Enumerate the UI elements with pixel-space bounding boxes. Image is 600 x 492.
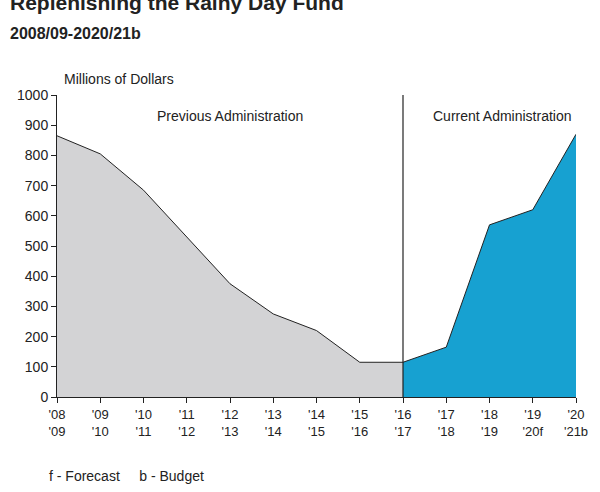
svg-text:'12'13: '12'13 [222, 407, 239, 439]
svg-text:'11'12: '11'12 [178, 407, 195, 439]
svg-text:200: 200 [25, 329, 49, 345]
svg-text:'09'10: '09'10 [92, 407, 109, 439]
svg-text:Current Administration: Current Administration [433, 108, 572, 124]
svg-text:1000: 1000 [17, 87, 48, 103]
svg-text:900: 900 [25, 117, 49, 133]
svg-text:'08'09: '08'09 [49, 407, 66, 439]
svg-text:700: 700 [25, 178, 49, 194]
svg-text:Previous Administration: Previous Administration [157, 108, 303, 124]
svg-text:Replenishing the Rainy Day Fun: Replenishing the Rainy Day Fund [10, 0, 344, 14]
svg-text:Millions of Dollars: Millions of Dollars [64, 71, 174, 87]
svg-text:500: 500 [25, 238, 49, 254]
svg-text:0: 0 [40, 389, 48, 405]
svg-text:600: 600 [25, 208, 49, 224]
svg-text:300: 300 [25, 298, 49, 314]
svg-text:2008/09-2020/21b: 2008/09-2020/21b [10, 25, 141, 42]
svg-text:400: 400 [25, 268, 49, 284]
svg-text:'17'18: '17'18 [438, 407, 455, 439]
svg-text:'16'17: '16'17 [395, 407, 412, 439]
svg-text:'13'14: '13'14 [265, 407, 282, 439]
svg-text:100: 100 [25, 359, 49, 375]
svg-text:'18'19: '18'19 [481, 407, 498, 439]
svg-text:'19'20f: '19'20f [522, 407, 543, 439]
svg-text:f - Forecast b - Budget: f - Forecast b - Budget [49, 468, 204, 484]
svg-text:'14'15: '14'15 [308, 407, 325, 439]
svg-text:800: 800 [25, 147, 49, 163]
svg-text:'15'16: '15'16 [351, 407, 368, 439]
svg-text:'20'21b: '20'21b [564, 407, 588, 439]
svg-text:'10'11: '10'11 [135, 407, 152, 439]
